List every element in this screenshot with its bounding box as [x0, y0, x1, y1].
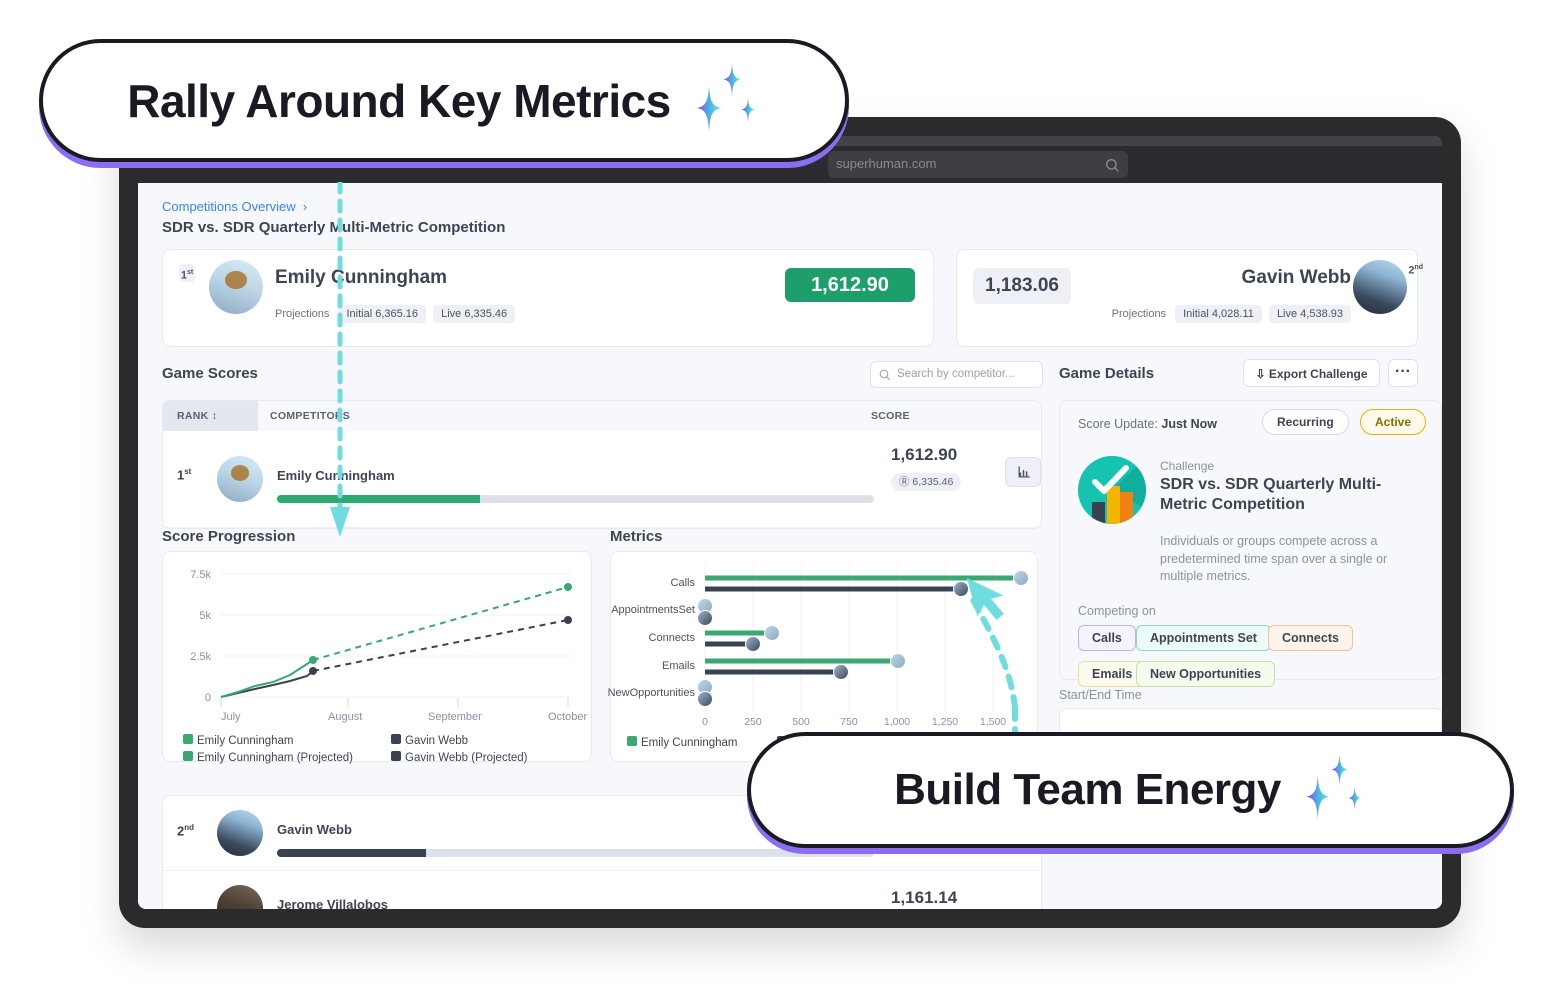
svg-text:October: October [548, 711, 587, 723]
svg-text:750: 750 [840, 716, 858, 728]
svg-text:7.5k: 7.5k [190, 569, 211, 581]
svg-text:2.5k: 2.5k [190, 651, 211, 663]
svg-text:August: August [328, 711, 362, 723]
svg-text:500: 500 [792, 716, 810, 728]
svg-text:250: 250 [744, 716, 762, 728]
svg-text:0: 0 [205, 692, 211, 704]
svg-text:September: September [428, 711, 482, 723]
svg-text:5k: 5k [199, 610, 211, 622]
svg-text:1,000: 1,000 [884, 716, 910, 728]
svg-text:0: 0 [702, 716, 708, 728]
svg-text:July: July [221, 711, 241, 723]
